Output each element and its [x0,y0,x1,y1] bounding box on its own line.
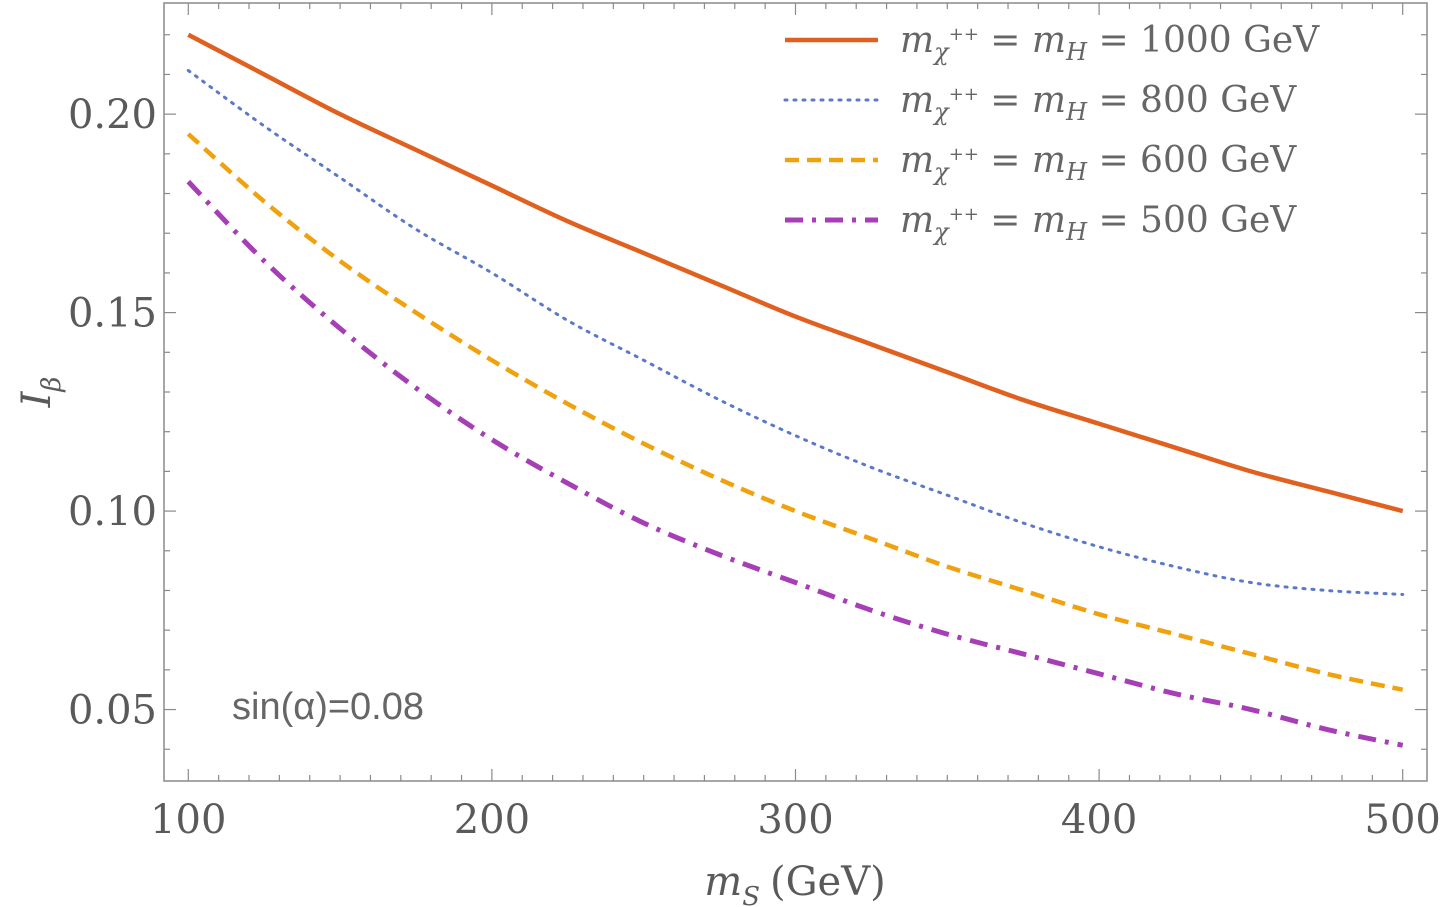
y-axis-label-sub: β [37,377,67,393]
x-axis-label: mS (GeV) [704,859,885,907]
legend-label: mχ++ = mH = 500 GeV [900,200,1297,246]
y-axis-label-var: I [14,390,60,408]
y-axis-label: Iβ [14,377,67,409]
x-tick-label: 300 [757,797,833,843]
series-line-dashed [186,132,1404,692]
series-line-dashdot [186,179,1404,748]
x-axis-label-unit: (GeV) [770,859,886,905]
legend-label: mχ++ = mH = 1000 GeV [900,20,1320,66]
series-group [186,32,1405,748]
legend-label: mχ++ = mH = 600 GeV [900,140,1297,186]
x-tick-label: 100 [150,797,226,843]
legend-label: mχ++ = mH = 800 GeV [900,80,1297,126]
ticks-group [164,3,1427,781]
x-tick-label: 200 [454,797,530,843]
x-tick-label: 500 [1365,797,1440,843]
y-tick-label: 0.20 [68,92,157,138]
legend: mχ++ = mH = 1000 GeV mχ++ = mH = 800 GeV m… [783,20,1320,246]
x-axis-label-var: m [704,859,742,905]
tick-labels-group: 100 200 300 400 500 0.05 0.10 0.15 0.20 [68,92,1440,843]
y-tick-label: 0.15 [68,291,157,337]
x-tick-label: 400 [1061,797,1137,843]
series-line-solid [187,32,1404,514]
y-tick-label: 0.05 [68,688,157,734]
x-axis-label-sub: S [742,882,760,907]
y-tick-label: 0.10 [68,489,157,535]
annotation-text: sin(α)=0.08 [232,686,424,728]
